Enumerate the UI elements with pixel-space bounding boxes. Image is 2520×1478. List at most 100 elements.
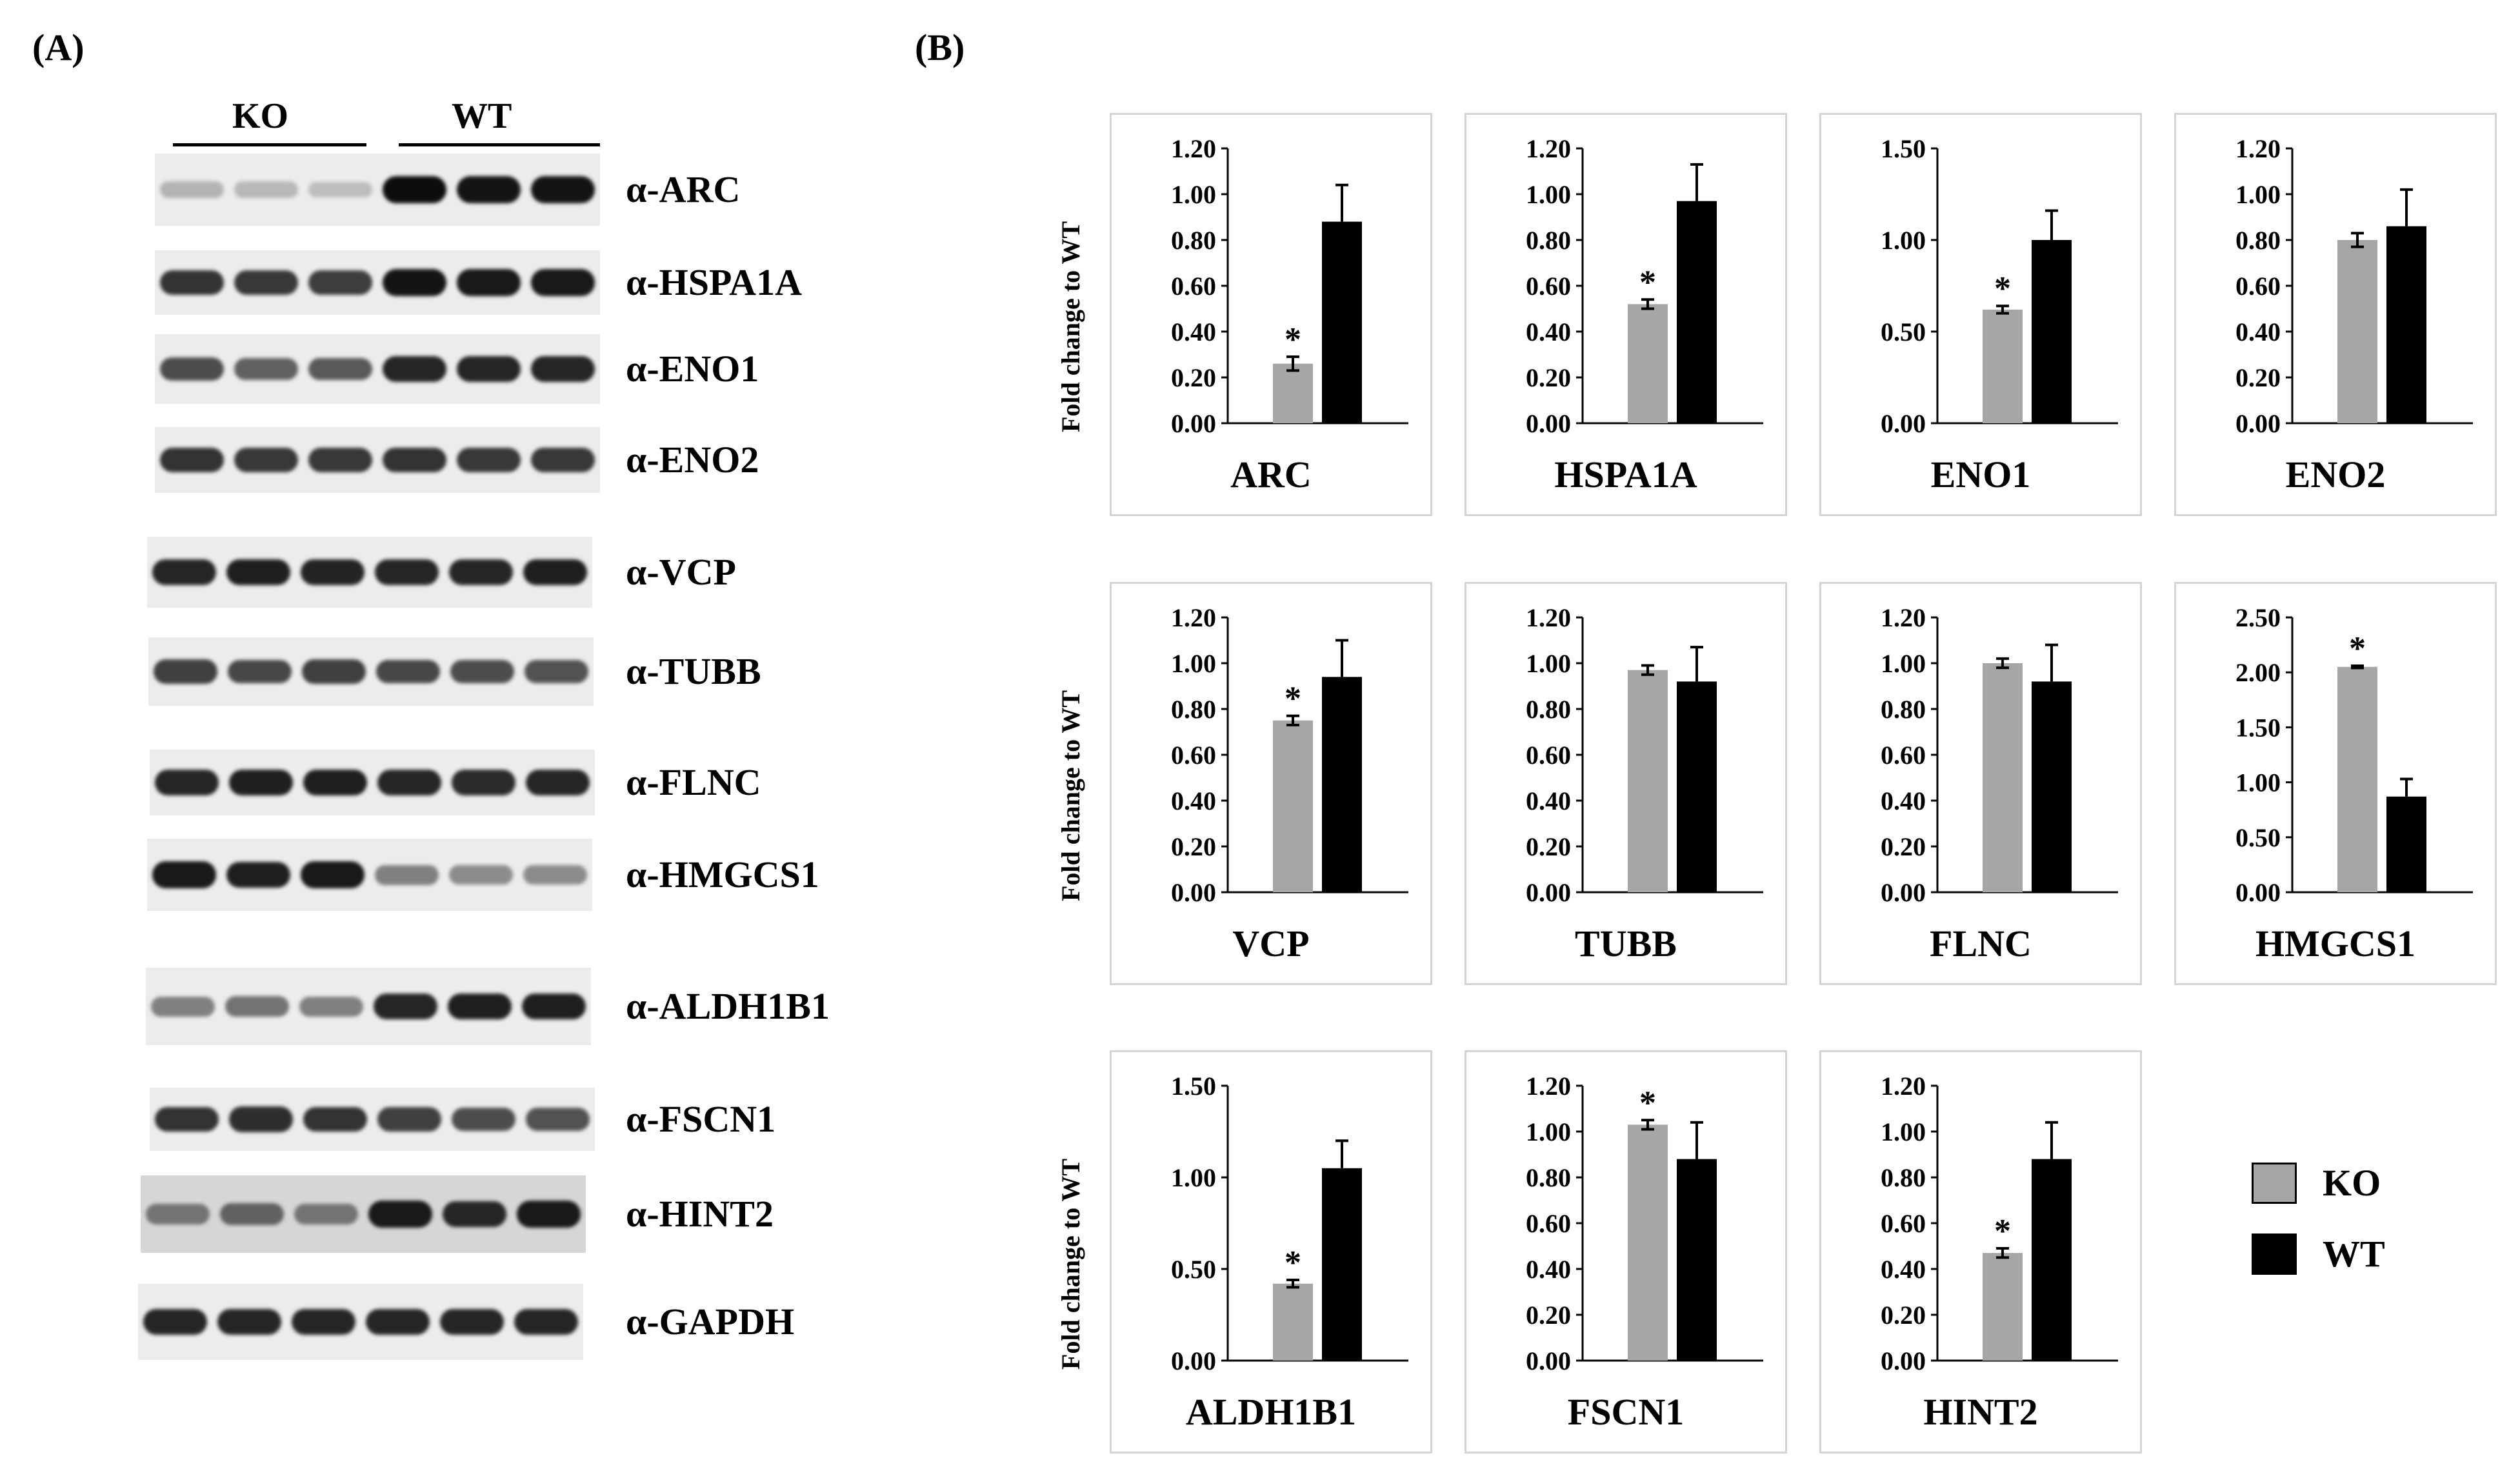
chart-plot: 0.00 0.50 1.00 1.50 *	[1171, 1072, 1408, 1375]
y-tick-label: 0.20	[1526, 832, 1571, 861]
bar-ko	[2337, 666, 2377, 892]
y-tick-label: 0.60	[1526, 272, 1571, 301]
y-tick-label: 0.60	[1881, 1209, 1926, 1238]
significance-star: *	[1994, 1213, 2011, 1250]
y-tick-label: 0.40	[1881, 786, 1926, 815]
blot-strip	[146, 968, 591, 1045]
y-tick-label: 0.60	[2235, 272, 2281, 301]
blot-band	[377, 1107, 441, 1132]
blot-band	[303, 1106, 367, 1132]
blot-band	[457, 176, 521, 203]
significance-star: *	[2349, 630, 2366, 667]
y-tick-label: 1.00	[1171, 1163, 1216, 1192]
legend-item-ko: KO	[2252, 1161, 2381, 1204]
y-tick-label: 0.00	[2235, 878, 2281, 907]
blot-band	[299, 996, 363, 1017]
chart-arc: 0.00 0.20 0.40 0.60 0.80 1.00 1.20 * ARC	[1110, 113, 1432, 516]
antibody-label: α-HMGCS1	[626, 854, 819, 895]
y-tick-label: 0.60	[1881, 741, 1926, 770]
blot-band	[155, 769, 219, 796]
blot-band	[448, 993, 512, 1020]
blot-band	[374, 993, 437, 1020]
blot-band	[308, 357, 372, 381]
blot-band	[375, 559, 439, 586]
y-tick-label: 0.80	[1526, 695, 1571, 724]
y-tick-label: 0.20	[1881, 832, 1926, 861]
blot-band	[143, 1308, 207, 1335]
y-tick-label: 1.20	[1881, 1072, 1926, 1101]
blot-strip	[147, 537, 592, 608]
blot-band	[383, 269, 446, 296]
y-tick-label: 0.40	[1526, 786, 1571, 815]
chart-plot: 0.00 0.20 0.40 0.60 0.80 1.00 1.20 *	[1171, 603, 1408, 907]
y-tick-label: 2.50	[2235, 603, 2281, 632]
blot-band	[443, 1201, 506, 1228]
blot-band	[160, 270, 224, 295]
bar-wt	[1322, 1168, 1362, 1361]
y-tick-label: 0.00	[2235, 409, 2281, 438]
significance-star: *	[1994, 270, 2011, 307]
y-tick-label: 0.20	[1171, 363, 1216, 392]
bar-wt	[2032, 240, 2072, 423]
blot-band	[368, 1201, 432, 1228]
bar-ko	[1273, 1283, 1313, 1361]
blot-strip	[138, 1284, 583, 1360]
y-tick-label: 0.60	[1526, 1209, 1571, 1238]
bar-ko	[1983, 309, 2023, 423]
y-tick-label: 1.50	[1171, 1072, 1216, 1101]
significance-star: *	[1285, 321, 1301, 358]
blot-band	[146, 1203, 210, 1225]
blot-band	[229, 769, 293, 796]
y-tick-label: 0.80	[1171, 695, 1216, 724]
y-tick-label: 0.80	[1881, 1163, 1926, 1192]
blot-band	[449, 559, 513, 586]
blot-group-line-ko	[173, 143, 366, 146]
y-tick-label: 0.80	[1881, 695, 1926, 724]
blot-band	[234, 357, 298, 381]
blot-band	[303, 769, 367, 796]
antibody-label: α-VCP	[626, 551, 736, 593]
y-tick-label: 2.00	[2235, 658, 2281, 687]
blot-band	[525, 660, 588, 683]
y-tick-label: 0.80	[2235, 226, 2281, 255]
y-tick-label: 0.00	[1526, 409, 1571, 438]
blot-band	[514, 1308, 578, 1335]
y-tick-label: 1.00	[1881, 1117, 1926, 1146]
chart-hspa1a: 0.00 0.20 0.40 0.60 0.80 1.00 1.20 * HSPA1A	[1465, 113, 1787, 516]
y-tick-label: 1.00	[1881, 649, 1926, 678]
y-tick-label: 0.60	[1526, 741, 1571, 770]
chart-title: HSPA1A	[1554, 454, 1697, 495]
chart-title: ARC	[1230, 454, 1312, 495]
y-tick-label: 0.50	[2235, 823, 2281, 852]
blot-band	[234, 181, 298, 198]
legend-label-wt: WT	[2323, 1233, 2385, 1275]
blot-band	[376, 659, 440, 684]
chart-aldh1b1: 0.00 0.50 1.00 1.50 * ALDH1B1	[1110, 1050, 1432, 1453]
blot-band	[308, 181, 372, 198]
blot-band	[308, 447, 372, 473]
antibody-label: α-ALDH1B1	[626, 985, 830, 1027]
y-tick-label: 0.00	[1881, 409, 1926, 438]
panel-b-label: (B)	[915, 26, 965, 68]
y-tick-label: 0.20	[1526, 363, 1571, 392]
blot-band	[301, 559, 365, 586]
chart-plot: 0.00 0.20 0.40 0.60 0.80 1.00 1.20 *	[1171, 134, 1408, 438]
chart-vcp: 0.00 0.20 0.40 0.60 0.80 1.00 1.20 * VCP	[1110, 582, 1432, 985]
chart-plot: 0.00 0.20 0.40 0.60 0.80 1.00 1.20	[1526, 603, 1763, 907]
blot-band	[217, 1308, 281, 1335]
blot-strip	[150, 1088, 595, 1151]
blot-band	[160, 181, 224, 198]
chart-plot: 0.00 0.50 1.00 1.50 *	[1881, 134, 2118, 438]
blot-band	[457, 447, 521, 473]
blot-strip	[150, 750, 595, 815]
chart-title: ENO1	[1930, 454, 2031, 495]
chart-fscn1: 0.00 0.20 0.40 0.60 0.80 1.00 1.20 * FSCN1	[1465, 1050, 1787, 1453]
significance-star: *	[1639, 264, 1656, 301]
y-tick-label: 1.20	[1171, 134, 1216, 163]
bar-wt	[1677, 681, 1717, 892]
blot-band	[457, 269, 521, 296]
blot-band	[302, 659, 366, 684]
y-tick-label: 0.60	[1171, 272, 1216, 301]
blot-strip	[155, 250, 600, 315]
y-tick-label: 0.00	[1171, 878, 1216, 907]
